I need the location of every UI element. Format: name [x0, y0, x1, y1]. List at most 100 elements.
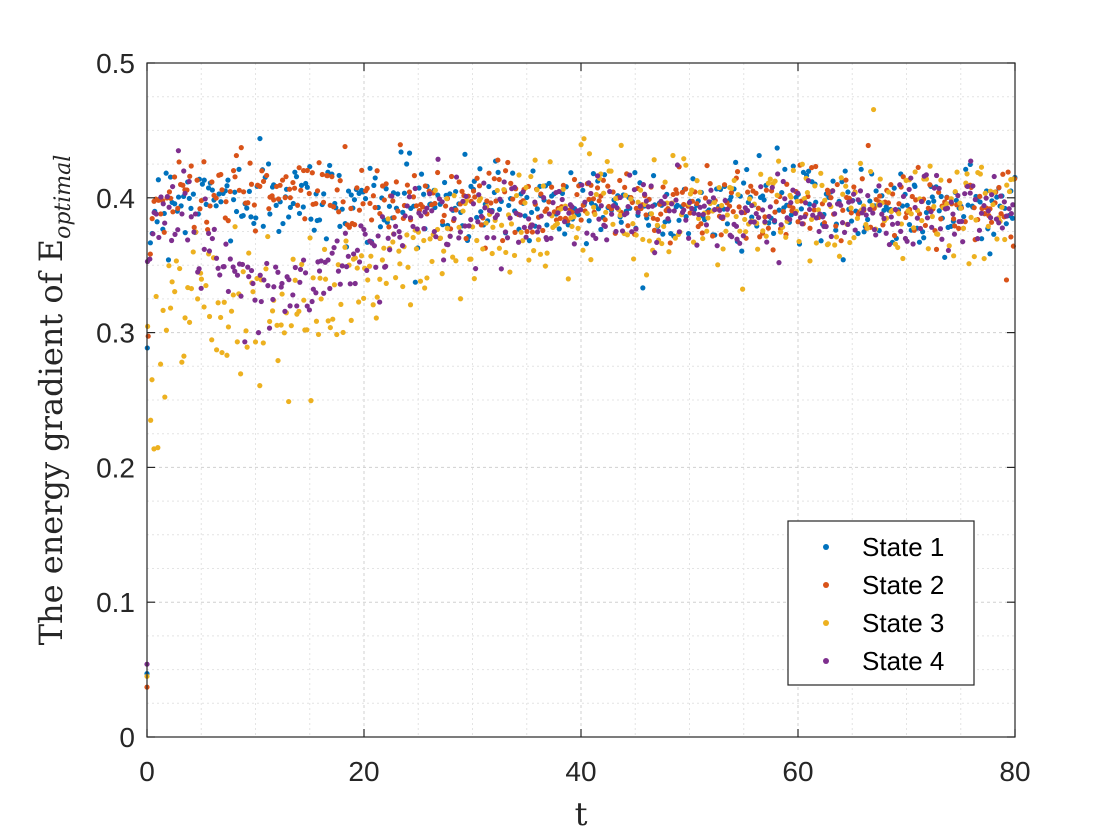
data-point	[321, 191, 327, 197]
data-point	[547, 159, 553, 165]
data-point	[205, 185, 212, 191]
data-point	[205, 230, 212, 236]
data-point	[354, 265, 360, 271]
data-point	[410, 223, 416, 230]
data-point	[516, 172, 522, 178]
data-point	[390, 198, 396, 204]
axis-ticks	[146, 62, 1016, 738]
data-point	[232, 189, 238, 195]
data-point	[912, 204, 918, 211]
data-point	[625, 223, 631, 229]
data-point	[266, 206, 272, 212]
data-point	[216, 191, 222, 197]
data-point	[283, 174, 289, 180]
data-point	[950, 211, 956, 217]
data-point	[904, 202, 910, 208]
data-point	[809, 165, 815, 171]
data-point	[515, 239, 522, 245]
data-point	[851, 184, 857, 190]
data-point	[343, 238, 349, 244]
data-point	[298, 187, 304, 193]
data-point	[586, 180, 592, 186]
data-point	[294, 303, 300, 309]
data-point	[736, 204, 742, 210]
data-point	[674, 202, 680, 208]
data-point	[327, 162, 333, 169]
data-point	[1005, 169, 1011, 175]
data-point	[286, 214, 292, 220]
data-point	[855, 230, 861, 237]
data-point	[596, 198, 602, 204]
data-point	[350, 251, 357, 257]
data-point	[219, 187, 225, 193]
data-point	[427, 236, 433, 242]
data-point	[491, 176, 497, 182]
data-point	[604, 158, 610, 165]
data-point	[239, 261, 246, 268]
data-point	[432, 200, 438, 207]
data-point	[719, 202, 725, 209]
data-point	[598, 226, 604, 233]
data-point	[788, 200, 794, 206]
data-point	[964, 171, 970, 177]
data-point	[302, 216, 308, 222]
data-point	[798, 206, 804, 212]
data-point	[996, 184, 1002, 191]
data-point	[252, 297, 258, 303]
data-point	[849, 198, 855, 204]
data-point	[891, 232, 898, 239]
data-point	[387, 247, 393, 253]
data-point	[260, 223, 266, 229]
data-point	[711, 199, 718, 205]
data-point	[188, 214, 194, 220]
data-point	[223, 199, 229, 205]
data-point	[407, 302, 414, 308]
data-point	[705, 215, 711, 221]
data-point	[818, 238, 824, 244]
data-point	[167, 305, 174, 311]
data-point	[870, 210, 876, 216]
data-point	[937, 226, 944, 232]
data-point	[931, 185, 937, 191]
data-point	[175, 227, 181, 233]
data-point	[460, 198, 466, 204]
data-point	[681, 156, 687, 162]
data-point	[348, 205, 354, 212]
data-point	[329, 250, 335, 256]
data-point	[951, 216, 957, 222]
data-point	[441, 257, 447, 263]
data-point	[351, 222, 358, 228]
data-point	[917, 225, 924, 232]
data-point	[459, 188, 465, 194]
data-point	[352, 280, 358, 287]
data-point	[420, 204, 426, 210]
data-point	[334, 187, 340, 193]
data-point	[955, 193, 961, 199]
data-point	[322, 276, 329, 282]
data-point	[661, 223, 667, 230]
data-point	[157, 361, 164, 367]
data-point	[513, 192, 520, 199]
data-point	[477, 166, 483, 172]
data-point	[316, 160, 322, 166]
data-point	[224, 352, 230, 358]
data-point	[498, 222, 505, 228]
data-point	[683, 186, 689, 192]
data-point	[749, 202, 755, 209]
data-point	[550, 200, 556, 206]
data-point	[540, 183, 546, 189]
data-point	[650, 215, 656, 221]
data-point	[307, 164, 313, 170]
data-point	[517, 212, 523, 218]
data-point	[410, 194, 417, 200]
data-point	[867, 206, 873, 212]
data-point	[201, 159, 207, 165]
data-point	[830, 178, 836, 184]
data-point	[988, 219, 995, 225]
data-point	[648, 211, 655, 217]
data-point	[645, 204, 651, 210]
data-point	[972, 196, 978, 203]
data-point	[569, 204, 575, 210]
data-point	[733, 223, 740, 229]
data-point	[271, 284, 277, 290]
